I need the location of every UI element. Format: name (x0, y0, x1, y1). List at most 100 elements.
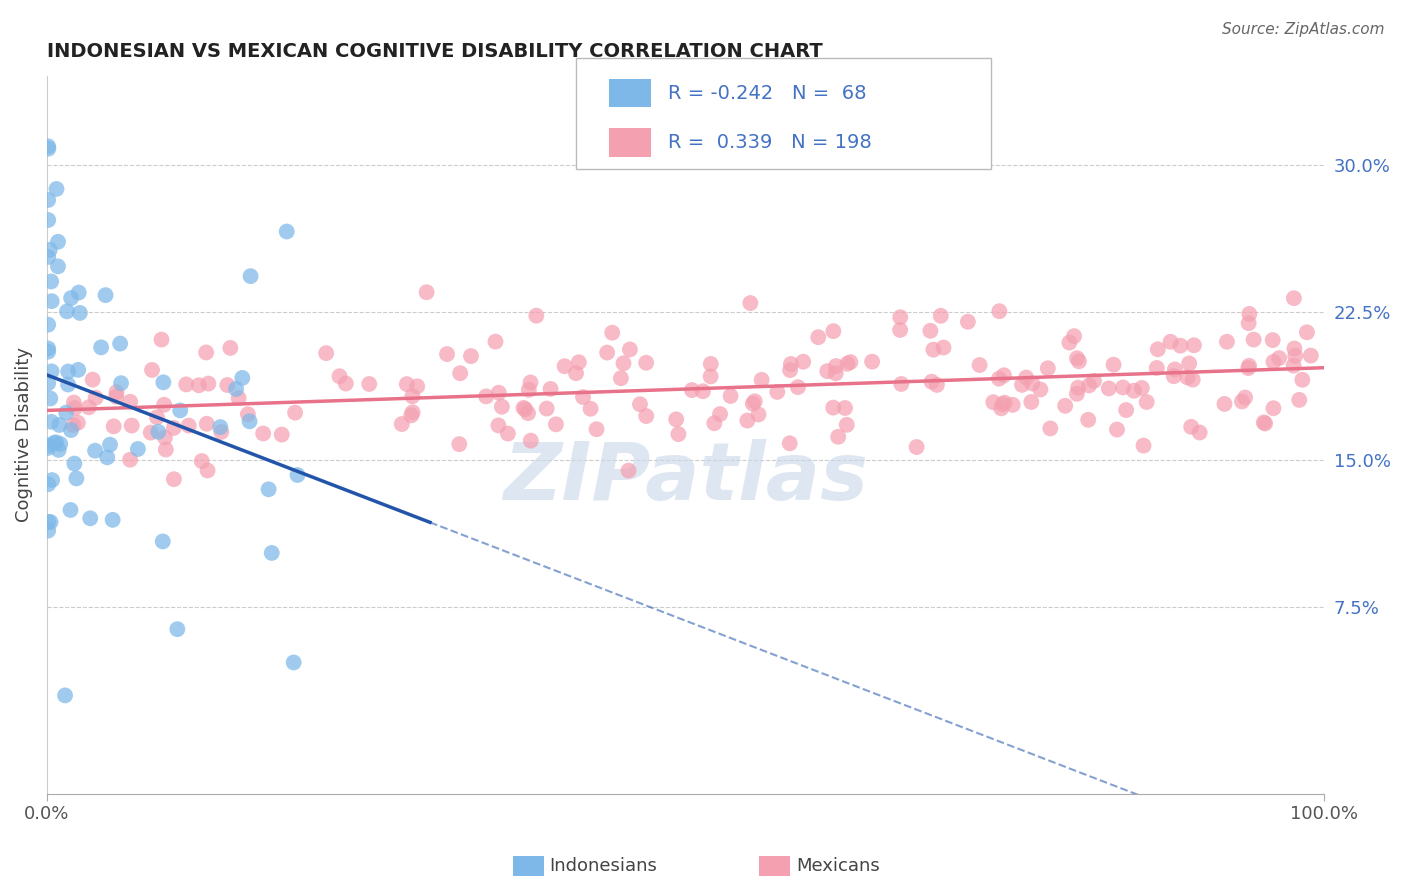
Point (1130, 381, 1153, 395)
Point (969, 358, 991, 372)
Point (779, 363, 801, 377)
Point (1112, 380, 1135, 394)
Point (105, 385, 128, 400)
Point (41, 415, 63, 429)
Point (395, 377, 418, 392)
Point (740, 296, 762, 310)
Point (1123, 384, 1146, 398)
Point (1268, 351, 1291, 365)
Point (665, 412, 688, 426)
Point (1291, 373, 1313, 387)
Point (56, 304, 79, 318)
Point (1066, 351, 1088, 366)
Point (37, 139, 59, 153)
Text: INDONESIAN VS MEXICAN COGNITIVE DISABILITY CORRELATION CHART: INDONESIAN VS MEXICAN COGNITIVE DISABILI… (46, 42, 823, 61)
Point (45, 435, 67, 450)
Point (46, 260, 69, 274)
Point (153, 398, 176, 412)
Point (835, 417, 858, 432)
Point (1254, 417, 1277, 431)
Point (988, 304, 1011, 318)
Point (59, 503, 82, 517)
Point (981, 395, 1004, 409)
Point (401, 405, 423, 419)
Point (41, 364, 63, 378)
Point (120, 394, 142, 409)
Point (359, 376, 381, 391)
Point (153, 431, 176, 445)
Point (540, 382, 562, 396)
Point (994, 395, 1017, 409)
Point (889, 310, 911, 325)
Point (62, 418, 84, 433)
Point (993, 368, 1015, 383)
Point (920, 324, 942, 338)
Text: Indonesians: Indonesians (550, 857, 658, 875)
Point (512, 401, 534, 415)
Point (692, 384, 714, 399)
Point (1054, 399, 1077, 413)
Point (120, 452, 142, 467)
Point (335, 376, 357, 391)
Point (807, 330, 830, 344)
Point (1115, 403, 1137, 417)
Point (617, 464, 640, 478)
Point (228, 391, 250, 405)
Point (703, 416, 725, 430)
Point (1102, 358, 1125, 372)
Point (45, 182, 67, 196)
Point (406, 379, 429, 393)
Y-axis label: Cognitive Disability: Cognitive Disability (15, 348, 32, 523)
Point (1136, 395, 1159, 409)
Point (37, 193, 59, 207)
Point (48, 442, 70, 457)
Point (709, 407, 731, 421)
Point (108, 336, 131, 351)
Point (824, 366, 846, 380)
Text: Source: ZipAtlas.com: Source: ZipAtlas.com (1222, 22, 1385, 37)
Point (839, 355, 862, 369)
Point (195, 345, 218, 359)
Point (860, 354, 883, 368)
Point (585, 422, 607, 436)
Point (1263, 401, 1285, 416)
Point (1261, 333, 1284, 347)
Point (37, 344, 59, 359)
Point (668, 427, 690, 442)
Point (94, 288, 117, 302)
Point (517, 406, 540, 420)
Point (191, 454, 214, 468)
Point (991, 397, 1014, 411)
Point (56, 377, 79, 392)
Point (1063, 329, 1085, 343)
Point (127, 442, 149, 456)
Point (681, 383, 703, 397)
Point (101, 513, 124, 527)
Point (391, 417, 413, 431)
Point (236, 407, 259, 421)
Point (1282, 359, 1305, 373)
Point (572, 390, 595, 404)
Point (449, 437, 471, 451)
Point (579, 401, 602, 416)
Point (231, 371, 253, 385)
Point (150, 333, 173, 347)
Point (1163, 369, 1185, 384)
Point (460, 349, 482, 363)
Point (63, 401, 86, 415)
Point (636, 356, 658, 370)
Point (744, 394, 766, 409)
Point (53, 689, 76, 703)
Point (177, 418, 200, 433)
Point (38, 243, 60, 257)
Point (519, 376, 541, 390)
Point (815, 364, 838, 378)
Point (1213, 397, 1236, 411)
Point (1029, 383, 1052, 397)
Point (475, 389, 498, 403)
Point (515, 402, 537, 417)
Point (1237, 316, 1260, 330)
Point (84, 391, 107, 405)
Point (1067, 354, 1090, 368)
Point (520, 434, 543, 448)
